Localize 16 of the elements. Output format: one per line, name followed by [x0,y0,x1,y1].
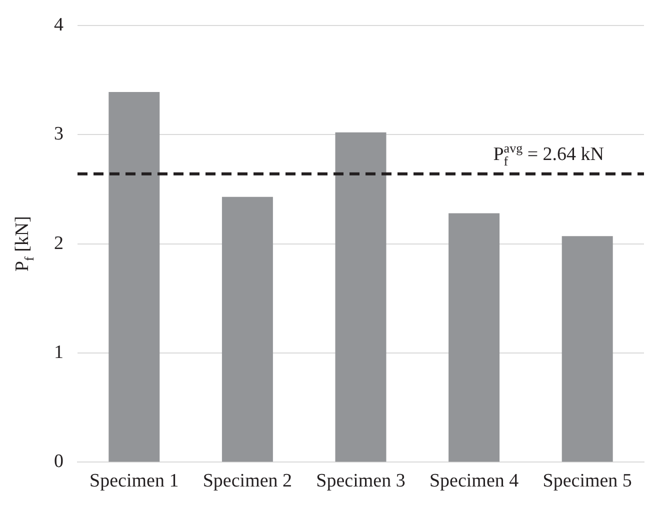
y-tick-label: 4 [54,14,64,36]
x-tick-label: Specimen 2 [202,470,292,492]
y-axis-title: Pf [kN] [12,216,37,272]
y-tick-label: 3 [54,124,64,145]
bar [222,196,273,462]
bar [108,92,160,462]
y-tick-label: 2 [54,232,64,254]
bar [335,132,386,462]
x-tick-label: Specimen 3 [316,470,406,492]
x-tick-label: Specimen 4 [429,470,520,492]
x-tick-label: Specimen 1 [90,470,179,492]
x-tick-label: Specimen 5 [542,470,632,492]
bar [448,213,500,462]
bar [562,236,613,462]
y-tick-label: 1 [54,342,64,363]
y-tick-label: 0 [54,451,64,472]
